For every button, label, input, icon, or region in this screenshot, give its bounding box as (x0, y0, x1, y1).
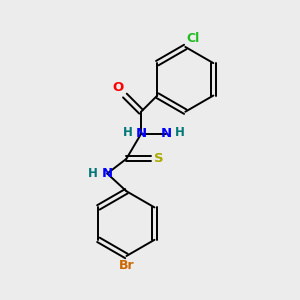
Text: N: N (136, 127, 147, 140)
Text: N: N (160, 127, 172, 140)
Text: H: H (88, 167, 98, 180)
Text: Br: Br (118, 259, 134, 272)
Text: O: O (112, 81, 123, 94)
Text: H: H (174, 126, 184, 139)
Text: S: S (154, 152, 164, 165)
Text: N: N (102, 167, 113, 180)
Text: H: H (123, 126, 133, 139)
Text: Cl: Cl (187, 32, 200, 46)
